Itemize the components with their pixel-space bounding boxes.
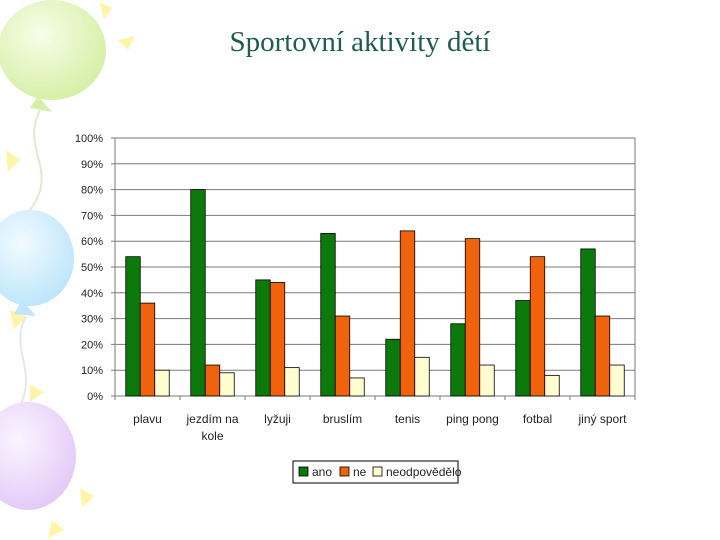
x-category-label: fotbal xyxy=(523,412,552,426)
y-tick-label: 60% xyxy=(81,236,103,248)
bar-ano-3 xyxy=(320,233,336,397)
confetti-shape xyxy=(30,385,44,402)
bar-neodpovdlo-0 xyxy=(154,369,170,397)
bar-neodpovdlo-2 xyxy=(284,367,300,397)
x-category-label: ping pong xyxy=(446,412,499,426)
balloon-knot-shape xyxy=(14,300,36,316)
bar-ne-0 xyxy=(139,302,156,397)
bar-ne-3 xyxy=(334,315,351,397)
legend-swatch xyxy=(372,466,383,477)
bar-ne-6 xyxy=(529,256,546,397)
legend-label: ano xyxy=(312,465,332,479)
bar-ne-4 xyxy=(399,230,416,397)
confetti-shape xyxy=(100,2,112,20)
balloon-string-shape xyxy=(17,315,27,411)
green-balloon-shape xyxy=(0,0,106,100)
bar-neodpovdlo-7 xyxy=(609,364,625,397)
bar-ano-7 xyxy=(580,248,596,397)
balloon-string-shape xyxy=(29,109,43,211)
y-tick-label: 30% xyxy=(81,314,103,326)
legend-swatch xyxy=(298,466,309,477)
balloon-knot-shape xyxy=(30,96,52,112)
confetti-shape xyxy=(80,488,94,508)
legend-swatch xyxy=(339,466,350,477)
confetti-shape xyxy=(10,310,26,330)
y-tick-label: 70% xyxy=(81,210,103,222)
slide-title: Sportovní aktivity dětí xyxy=(229,26,491,58)
x-category-label: plavu xyxy=(133,412,162,426)
bar-ano-4 xyxy=(385,338,401,397)
x-category-label: jezdím na xyxy=(185,412,238,426)
blue-balloon-shape xyxy=(0,210,74,306)
y-tick-label: 50% xyxy=(81,262,103,274)
bar-neodpovdlo-4 xyxy=(414,356,430,397)
confetti-shape xyxy=(48,520,64,538)
bar-neodpovdlo-6 xyxy=(544,374,560,397)
confetti-shape xyxy=(6,150,20,172)
bar-ano-5 xyxy=(450,323,466,397)
bar-ano-0 xyxy=(125,256,141,397)
y-tick-label: 40% xyxy=(81,288,103,300)
bar-ne-2 xyxy=(269,282,286,397)
x-category-label: jiný sport xyxy=(577,412,627,426)
bar-ne-7 xyxy=(594,315,611,397)
confetti-shape xyxy=(118,36,135,50)
bar-ne-5 xyxy=(464,238,481,397)
y-tick-label: 10% xyxy=(81,365,103,377)
purple-balloon-shape xyxy=(0,402,76,510)
x-category-label: lyžuji xyxy=(264,412,291,426)
y-tick-label: 0% xyxy=(87,391,103,403)
bar-neodpovdlo-5 xyxy=(479,364,495,397)
bar-neodpovdlo-1 xyxy=(219,372,235,397)
y-tick-label: 100% xyxy=(75,133,103,145)
legend-label: neodpovědělo xyxy=(386,465,462,479)
bar-ne-1 xyxy=(204,364,221,397)
bar-ano-6 xyxy=(515,300,531,397)
bar-ano-2 xyxy=(255,279,271,397)
y-tick-label: 20% xyxy=(81,339,103,351)
legend-label: ne xyxy=(353,465,367,479)
x-category-label: bruslím xyxy=(323,412,362,426)
y-tick-label: 90% xyxy=(81,159,103,171)
x-category-label: tenis xyxy=(395,412,420,426)
x-category-label: kole xyxy=(201,429,223,443)
bar-ano-1 xyxy=(190,189,206,397)
bar-neodpovdlo-3 xyxy=(349,377,365,397)
y-tick-label: 80% xyxy=(81,185,103,197)
